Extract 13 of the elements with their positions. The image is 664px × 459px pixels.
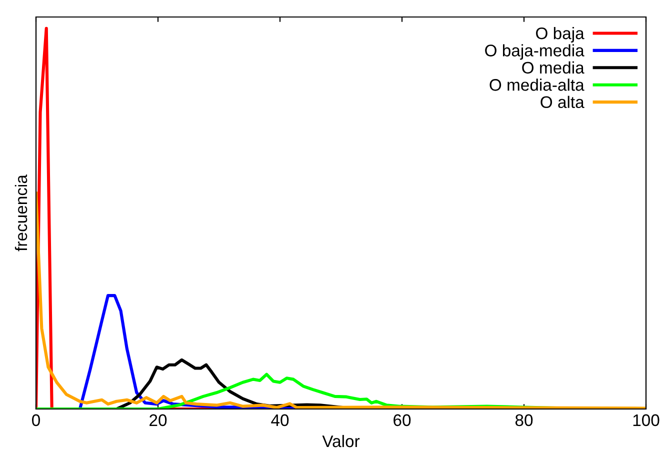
x-tick-label: 20 bbox=[150, 414, 167, 426]
legend-label: O alta bbox=[540, 96, 584, 108]
x-tick-label: 40 bbox=[271, 414, 289, 426]
legend-label: O baja bbox=[536, 27, 584, 43]
legend-label: O baja-media bbox=[485, 44, 584, 60]
x-axis-title: Valor bbox=[322, 434, 360, 448]
legend-label: O media-alta bbox=[490, 78, 584, 91]
x-tick-label: 80 bbox=[515, 414, 533, 426]
y-axis-title: frecuencia bbox=[14, 174, 28, 252]
x-tick-label: 100 bbox=[633, 414, 660, 426]
legend-label: O media bbox=[522, 61, 584, 74]
x-tick-label: 60 bbox=[394, 414, 411, 426]
x-tick-label: 0 bbox=[32, 414, 40, 426]
